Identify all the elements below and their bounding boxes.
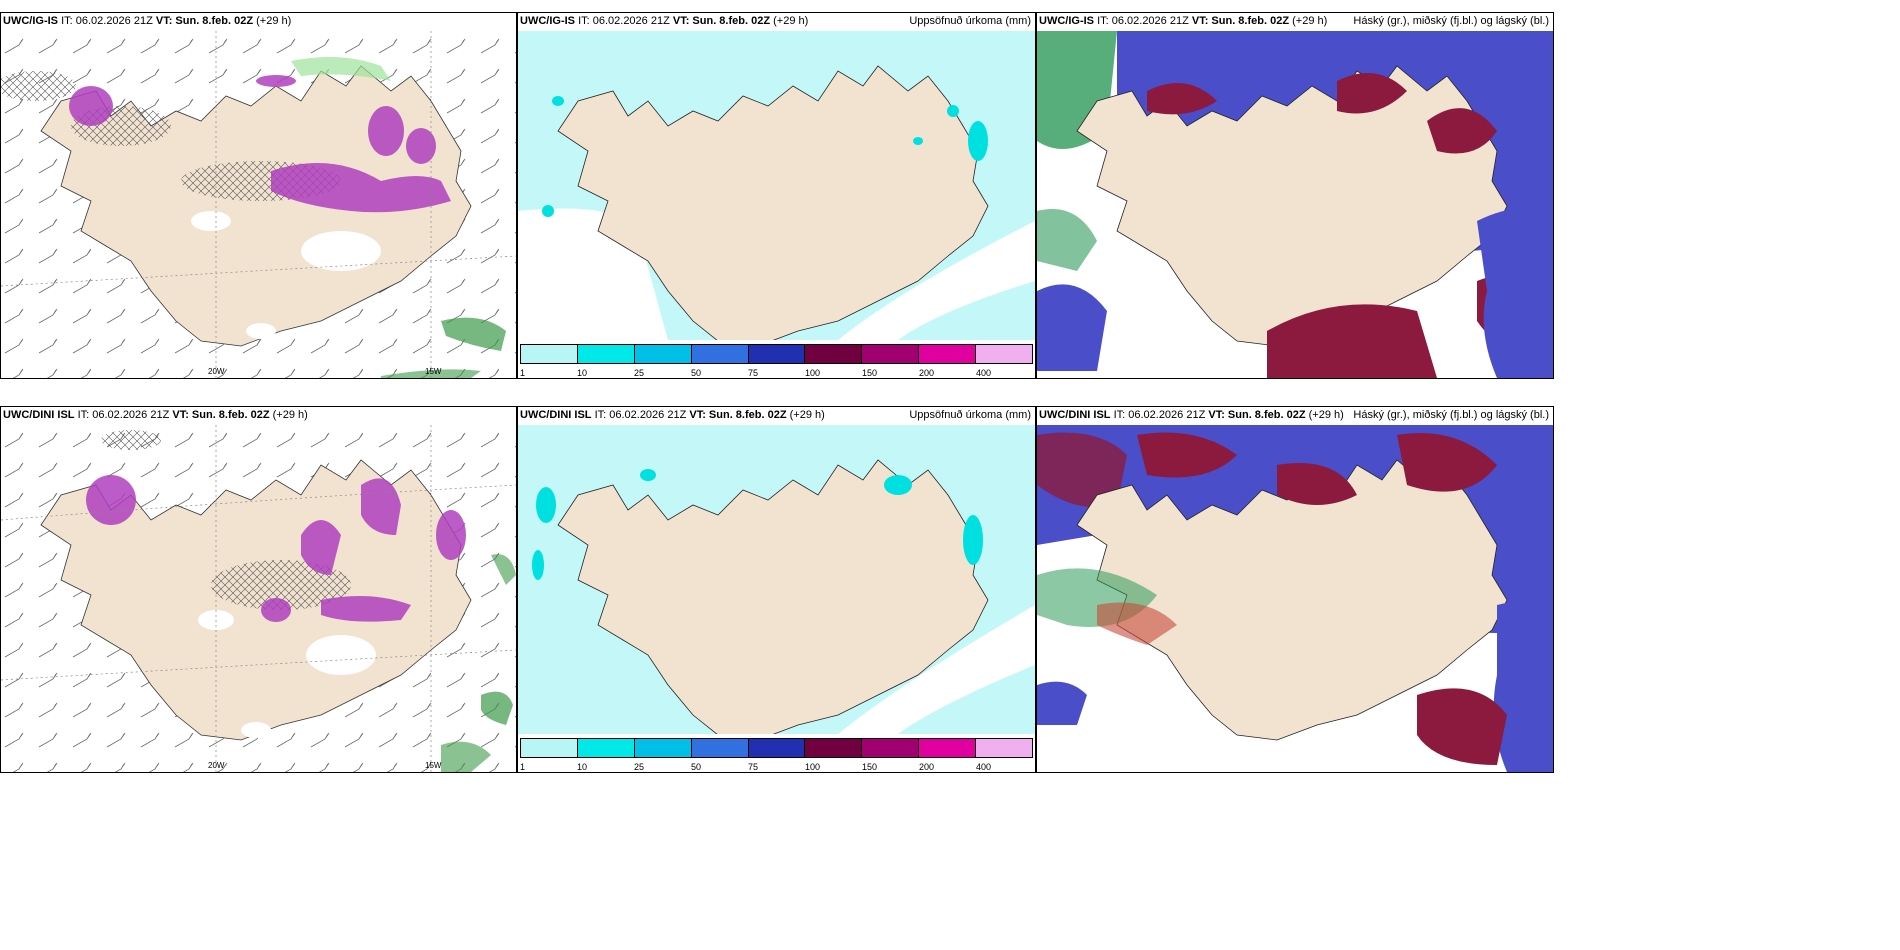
valid-time: VT: Sun. 8.feb. 02Z: [1191, 15, 1290, 27]
colorbar-segment: [748, 739, 806, 757]
lead-time: (+29 h): [272, 409, 308, 421]
iceland-map: [518, 425, 1035, 734]
colorbar-segment: [577, 345, 635, 363]
init-time: IT: 06.02.2026 21Z: [61, 15, 153, 27]
colorbar-segment: [976, 345, 1033, 363]
iceland-map: [1037, 425, 1553, 772]
colorbar-tick: 25: [634, 762, 645, 772]
lead-time: (+29 h): [256, 15, 292, 27]
iceland-map: [518, 31, 1035, 340]
valid-time: VT: Sun. 8.feb. 02Z: [155, 15, 254, 27]
map-area: [518, 425, 1035, 734]
colorbar-tick: 1: [520, 762, 526, 772]
valid-time: VT: Sun. 8.feb. 02Z: [672, 15, 771, 27]
model-name: UWC/IG-IS: [3, 15, 58, 27]
field-title: Háský (gr.), miðský (fj.bl.) og lágský (…: [1353, 409, 1549, 421]
model-name: UWC/IG-IS: [520, 15, 575, 27]
colorbar-segment: [976, 739, 1033, 757]
colorbar-tick: 50: [691, 368, 702, 378]
colorbar-tick: 400: [976, 762, 992, 772]
colorbar: [520, 738, 1033, 758]
colorbar-segment: [862, 345, 920, 363]
colorbar-segment: [805, 739, 863, 757]
colorbar-segment: [577, 739, 635, 757]
panel-igis-wind-snow: UWC/IG-IS IT: 06.02.2026 21Z VT: Sun. 8.…: [0, 12, 517, 379]
panel-title: UWC/DINI ISL IT: 06.02.2026 21Z VT: Sun.…: [518, 407, 1035, 427]
map-area: [1, 425, 516, 772]
colorbar-segment: [919, 739, 977, 757]
axis-label-20w: 20W: [208, 761, 225, 770]
field-title: Háský (gr.), miðský (fj.bl.) og lágský (…: [1353, 15, 1549, 27]
colorbar-tick: 100: [805, 368, 821, 378]
iceland-map: [1037, 31, 1553, 378]
colorbar-tick: 75: [748, 762, 759, 772]
map-area: [1037, 31, 1553, 378]
colorbar-segment: [521, 739, 578, 757]
colorbar-tick: 150: [862, 368, 878, 378]
colorbar-tick: 10: [577, 368, 588, 378]
axis-label-20w: 20W: [208, 367, 225, 376]
panel-dini-precip: UWC/DINI ISL IT: 06.02.2026 21Z VT: Sun.…: [517, 406, 1036, 773]
colorbar-tick: 1: [520, 368, 526, 378]
colorbar-tick: 50: [691, 762, 702, 772]
panel-igis-clouds: UWC/IG-IS IT: 06.02.2026 21Z VT: Sun. 8.…: [1036, 12, 1554, 379]
model-name: UWC/DINI ISL: [3, 409, 75, 421]
iceland-map: [1, 425, 516, 772]
colorbar-segment: [691, 345, 749, 363]
colorbar-segment: [862, 739, 920, 757]
valid-time: VT: Sun. 8.feb. 02Z: [172, 409, 270, 421]
panel-dini-clouds: UWC/DINI ISL IT: 06.02.2026 21Z VT: Sun.…: [1036, 406, 1554, 773]
axis-label-15w: 15W: [425, 761, 442, 770]
map-area: [1, 31, 516, 378]
iceland-map: [1, 31, 516, 378]
init-time: IT: 06.02.2026 21Z: [1113, 409, 1206, 421]
map-area: [1037, 425, 1553, 772]
colorbar-tick: 200: [919, 762, 935, 772]
lead-time: (+29 h): [773, 15, 809, 27]
colorbar-segment: [521, 345, 578, 363]
lead-time: (+29 h): [1292, 15, 1328, 27]
panel-title: UWC/IG-IS IT: 06.02.2026 21Z VT: Sun. 8.…: [1037, 13, 1553, 33]
colorbar: [520, 344, 1033, 364]
field-title: Uppsöfnuð úrkoma (mm): [909, 15, 1031, 27]
panel-title: UWC/IG-IS IT: 06.02.2026 21Z VT: Sun. 8.…: [518, 13, 1035, 33]
colorbar-tick: 200: [919, 368, 935, 378]
init-time: IT: 06.02.2026 21Z: [77, 409, 170, 421]
model-name: UWC/DINI ISL: [1039, 409, 1111, 421]
panel-igis-precip: UWC/IG-IS IT: 06.02.2026 21Z VT: Sun. 8.…: [517, 12, 1036, 379]
colorbar-segment: [748, 345, 806, 363]
colorbar-segment: [634, 345, 692, 363]
axis-label-15w: 15W: [425, 367, 442, 376]
panel-title: UWC/IG-IS IT: 06.02.2026 21Z VT: Sun. 8.…: [1, 13, 516, 33]
valid-time: VT: Sun. 8.feb. 02Z: [689, 409, 787, 421]
init-time: IT: 06.02.2026 21Z: [594, 409, 687, 421]
colorbar-tick: 10: [577, 762, 588, 772]
init-time: IT: 06.02.2026 21Z: [1097, 15, 1189, 27]
colorbar-segment: [691, 739, 749, 757]
panel-title: UWC/DINI ISL IT: 06.02.2026 21Z VT: Sun.…: [1, 407, 516, 427]
colorbar-segment: [634, 739, 692, 757]
colorbar-tick: 75: [748, 368, 759, 378]
lead-time: (+29 h): [789, 409, 825, 421]
colorbar-tick: 150: [862, 762, 878, 772]
colorbar-segment: [805, 345, 863, 363]
colorbar-tick: 25: [634, 368, 645, 378]
model-name: UWC/IG-IS: [1039, 15, 1094, 27]
valid-time: VT: Sun. 8.feb. 02Z: [1208, 409, 1306, 421]
model-name: UWC/DINI ISL: [520, 409, 592, 421]
colorbar-segment: [919, 345, 977, 363]
panel-title: UWC/DINI ISL IT: 06.02.2026 21Z VT: Sun.…: [1037, 407, 1553, 427]
colorbar-tick: 100: [805, 762, 821, 772]
init-time: IT: 06.02.2026 21Z: [578, 15, 670, 27]
panel-dini-wind-snow: UWC/DINI ISL IT: 06.02.2026 21Z VT: Sun.…: [0, 406, 517, 773]
field-title: Uppsöfnuð úrkoma (mm): [909, 409, 1031, 421]
colorbar-tick: 400: [976, 368, 992, 378]
lead-time: (+29 h): [1308, 409, 1344, 421]
map-area: [518, 31, 1035, 340]
